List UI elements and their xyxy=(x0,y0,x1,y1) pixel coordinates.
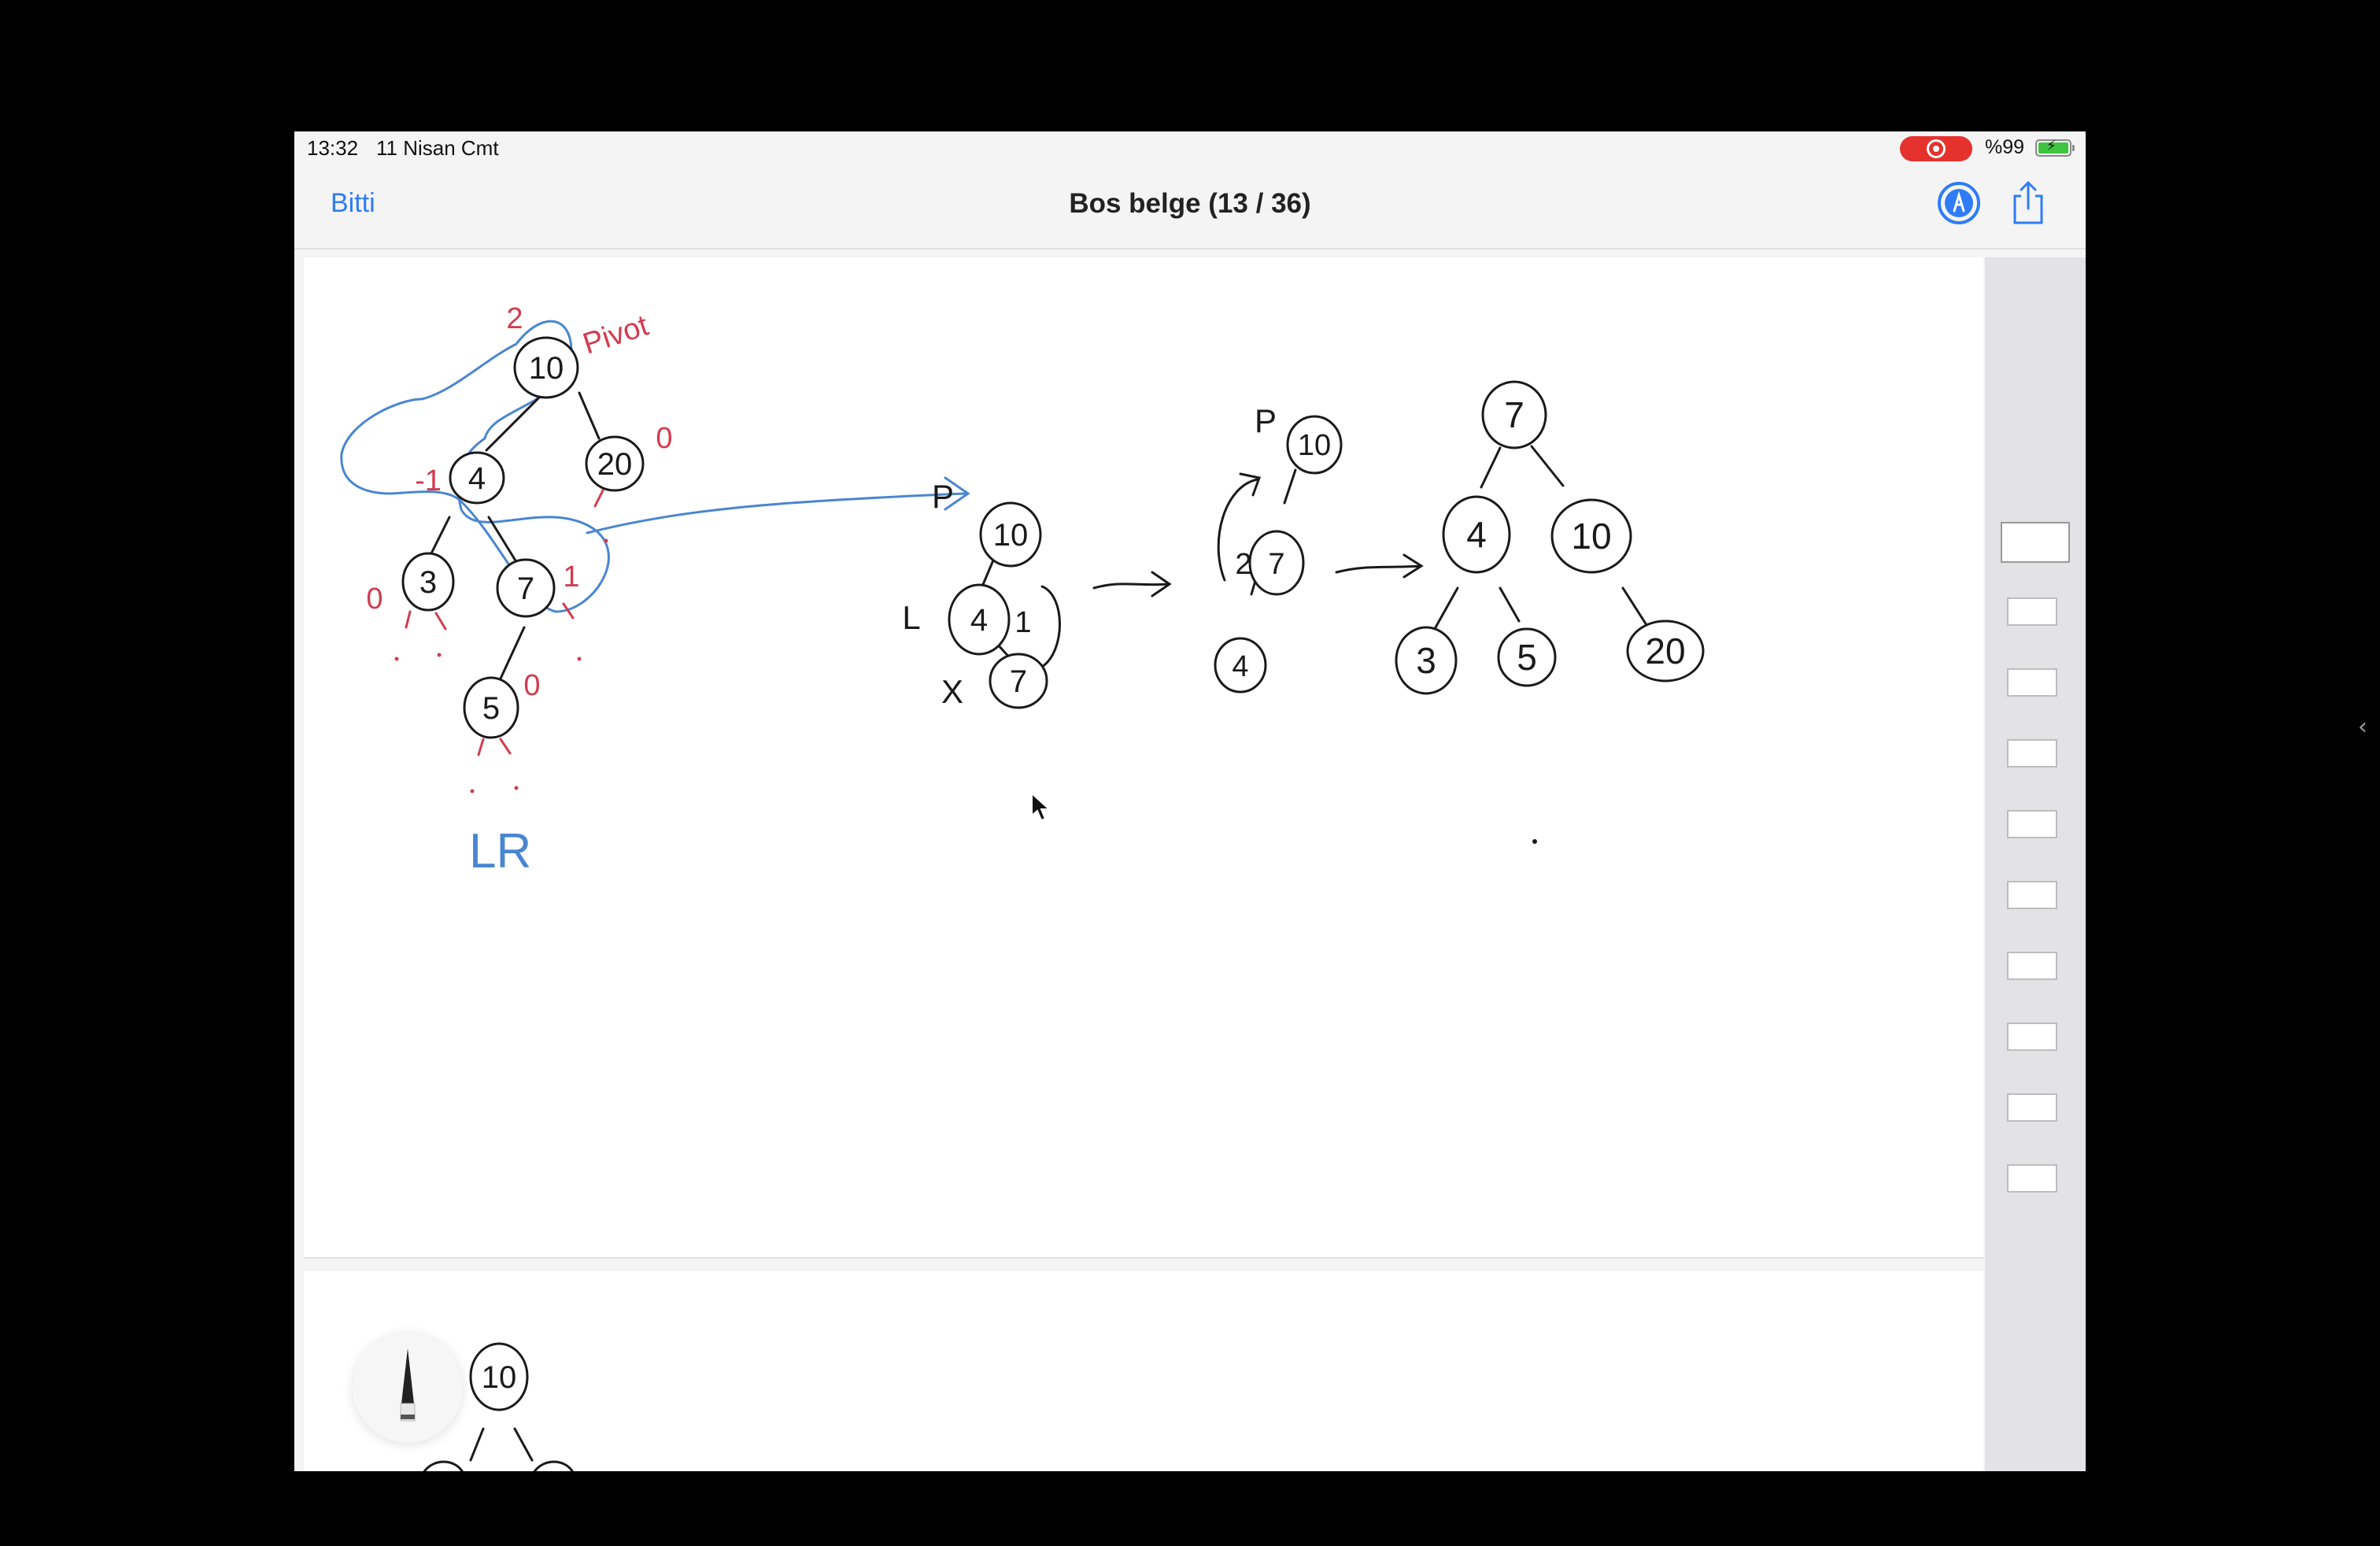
tree-node xyxy=(979,501,1042,568)
unbalanced-tree xyxy=(401,336,645,739)
tree-node xyxy=(449,451,505,505)
pivot-arrow xyxy=(586,476,970,534)
page-thumbnail-sidebar[interactable] xyxy=(1985,257,2086,1471)
ipad-screen: 13:32 11 Nisan Cmt %99 Bitti Bos belge (… xyxy=(294,131,2086,1471)
node-label: 3 xyxy=(419,565,437,600)
node-label: 5 xyxy=(1517,637,1537,678)
navigation-bar: Bitti Bos belge (13 / 36) xyxy=(294,163,2086,250)
tree-node xyxy=(585,435,645,492)
balance-factor: 0 xyxy=(656,422,672,455)
done-button[interactable]: Bitti xyxy=(331,188,375,218)
node-label: 10 xyxy=(1298,429,1331,462)
tree-node xyxy=(1214,637,1267,693)
page-thumbnail[interactable] xyxy=(2007,597,2057,626)
pencil-tool-icon[interactable] xyxy=(353,1333,463,1443)
l-label: L xyxy=(902,599,920,636)
screen-recording-icon[interactable] xyxy=(1900,136,1972,161)
tree-node xyxy=(1550,498,1632,574)
mouse-pointer-icon xyxy=(1029,791,1053,823)
rotation-type-label: LR xyxy=(469,824,531,878)
pivot-region-outline xyxy=(340,320,610,613)
balance-factor: 2 xyxy=(506,302,523,335)
transform-arrow xyxy=(1335,553,1424,579)
node-label: 4 xyxy=(1466,514,1487,555)
chevron-left-icon[interactable]: ‹ xyxy=(2358,713,2367,741)
tree-node xyxy=(948,583,1011,656)
tree-node xyxy=(1626,620,1705,682)
tree-node xyxy=(989,653,1048,709)
node-label: 4 xyxy=(1232,650,1248,683)
tree-node xyxy=(1395,626,1458,695)
page-thumbnail[interactable] xyxy=(2007,952,2057,980)
node-label: 7 xyxy=(1268,548,1284,581)
node-label: 20 xyxy=(1645,631,1685,671)
page-thumbnail[interactable] xyxy=(2007,668,2057,697)
tree-node xyxy=(1286,415,1343,475)
status-bar: 13:32 11 Nisan Cmt %99 xyxy=(294,131,2086,163)
status-date: 11 Nisan Cmt xyxy=(376,136,499,160)
battery-charging-icon xyxy=(2035,138,2075,157)
page-thumbnail[interactable] xyxy=(2007,1023,2057,1051)
page-thumbnail[interactable] xyxy=(2001,522,2070,563)
tree-node xyxy=(463,676,519,739)
balance-factor: 0 xyxy=(366,583,382,616)
battery-percent: %99 xyxy=(1985,136,2025,158)
page-thumbnail[interactable] xyxy=(2007,1093,2057,1122)
node-label: 3 xyxy=(1416,640,1436,681)
rotation-arrow-curve xyxy=(1217,472,1262,582)
node-label: 4 xyxy=(970,603,988,638)
node-label: 10 xyxy=(529,351,564,386)
page-thumbnail[interactable] xyxy=(2007,1164,2057,1193)
node-label: 10 xyxy=(482,1360,517,1395)
node-label: 7 xyxy=(1504,394,1524,435)
pivot-label: Pivot xyxy=(579,309,653,361)
tree-node xyxy=(469,1342,529,1411)
tree-node xyxy=(1248,530,1305,596)
note-page-1[interactable]: 10 4 20 3 7 5 2 Pivot -1 0 0 1 0 xyxy=(304,257,1983,1259)
handwriting-canvas: 10 4 20 3 7 5 2 Pivot -1 0 0 1 0 xyxy=(340,302,1705,878)
node-label: 7 xyxy=(517,571,534,606)
node-label: 4 xyxy=(468,461,486,496)
transform-arrow xyxy=(1092,571,1172,597)
page-thumbnail[interactable] xyxy=(2007,739,2057,767)
tree-node xyxy=(496,558,556,618)
side-label: 1 xyxy=(1014,606,1031,639)
p-label: P xyxy=(1255,402,1277,439)
balance-factor: 1 xyxy=(563,560,579,594)
balance-factor: -1 xyxy=(415,464,442,497)
node-label: 5 xyxy=(482,691,500,726)
status-time: 13:32 xyxy=(307,136,359,160)
document-title: Bos belge (13 / 36) xyxy=(1069,188,1311,219)
tree-node xyxy=(401,552,455,612)
note-page-2[interactable]: 10 xyxy=(304,1271,1983,1471)
node-label: 10 xyxy=(1571,516,1611,557)
tree-node xyxy=(513,336,579,399)
x-label: X xyxy=(941,673,963,710)
node-label: 10 xyxy=(993,518,1029,553)
tree-node xyxy=(1481,380,1547,449)
node-label: 20 xyxy=(597,447,633,482)
share-icon[interactable] xyxy=(2009,179,2048,227)
tree-node xyxy=(1442,495,1511,574)
side-label: 2 xyxy=(1235,548,1251,581)
markup-pen-icon[interactable] xyxy=(1938,182,1980,224)
rotation-arrow-curve xyxy=(1040,585,1061,668)
p-label: P xyxy=(932,478,954,515)
handwriting-canvas: 10 xyxy=(423,1342,574,1471)
page-thumbnail[interactable] xyxy=(2007,810,2057,838)
balance-factor: 0 xyxy=(523,669,540,702)
node-label: 7 xyxy=(1010,664,1027,699)
page-thumbnail[interactable] xyxy=(2007,881,2057,909)
tree-node xyxy=(1497,627,1557,687)
